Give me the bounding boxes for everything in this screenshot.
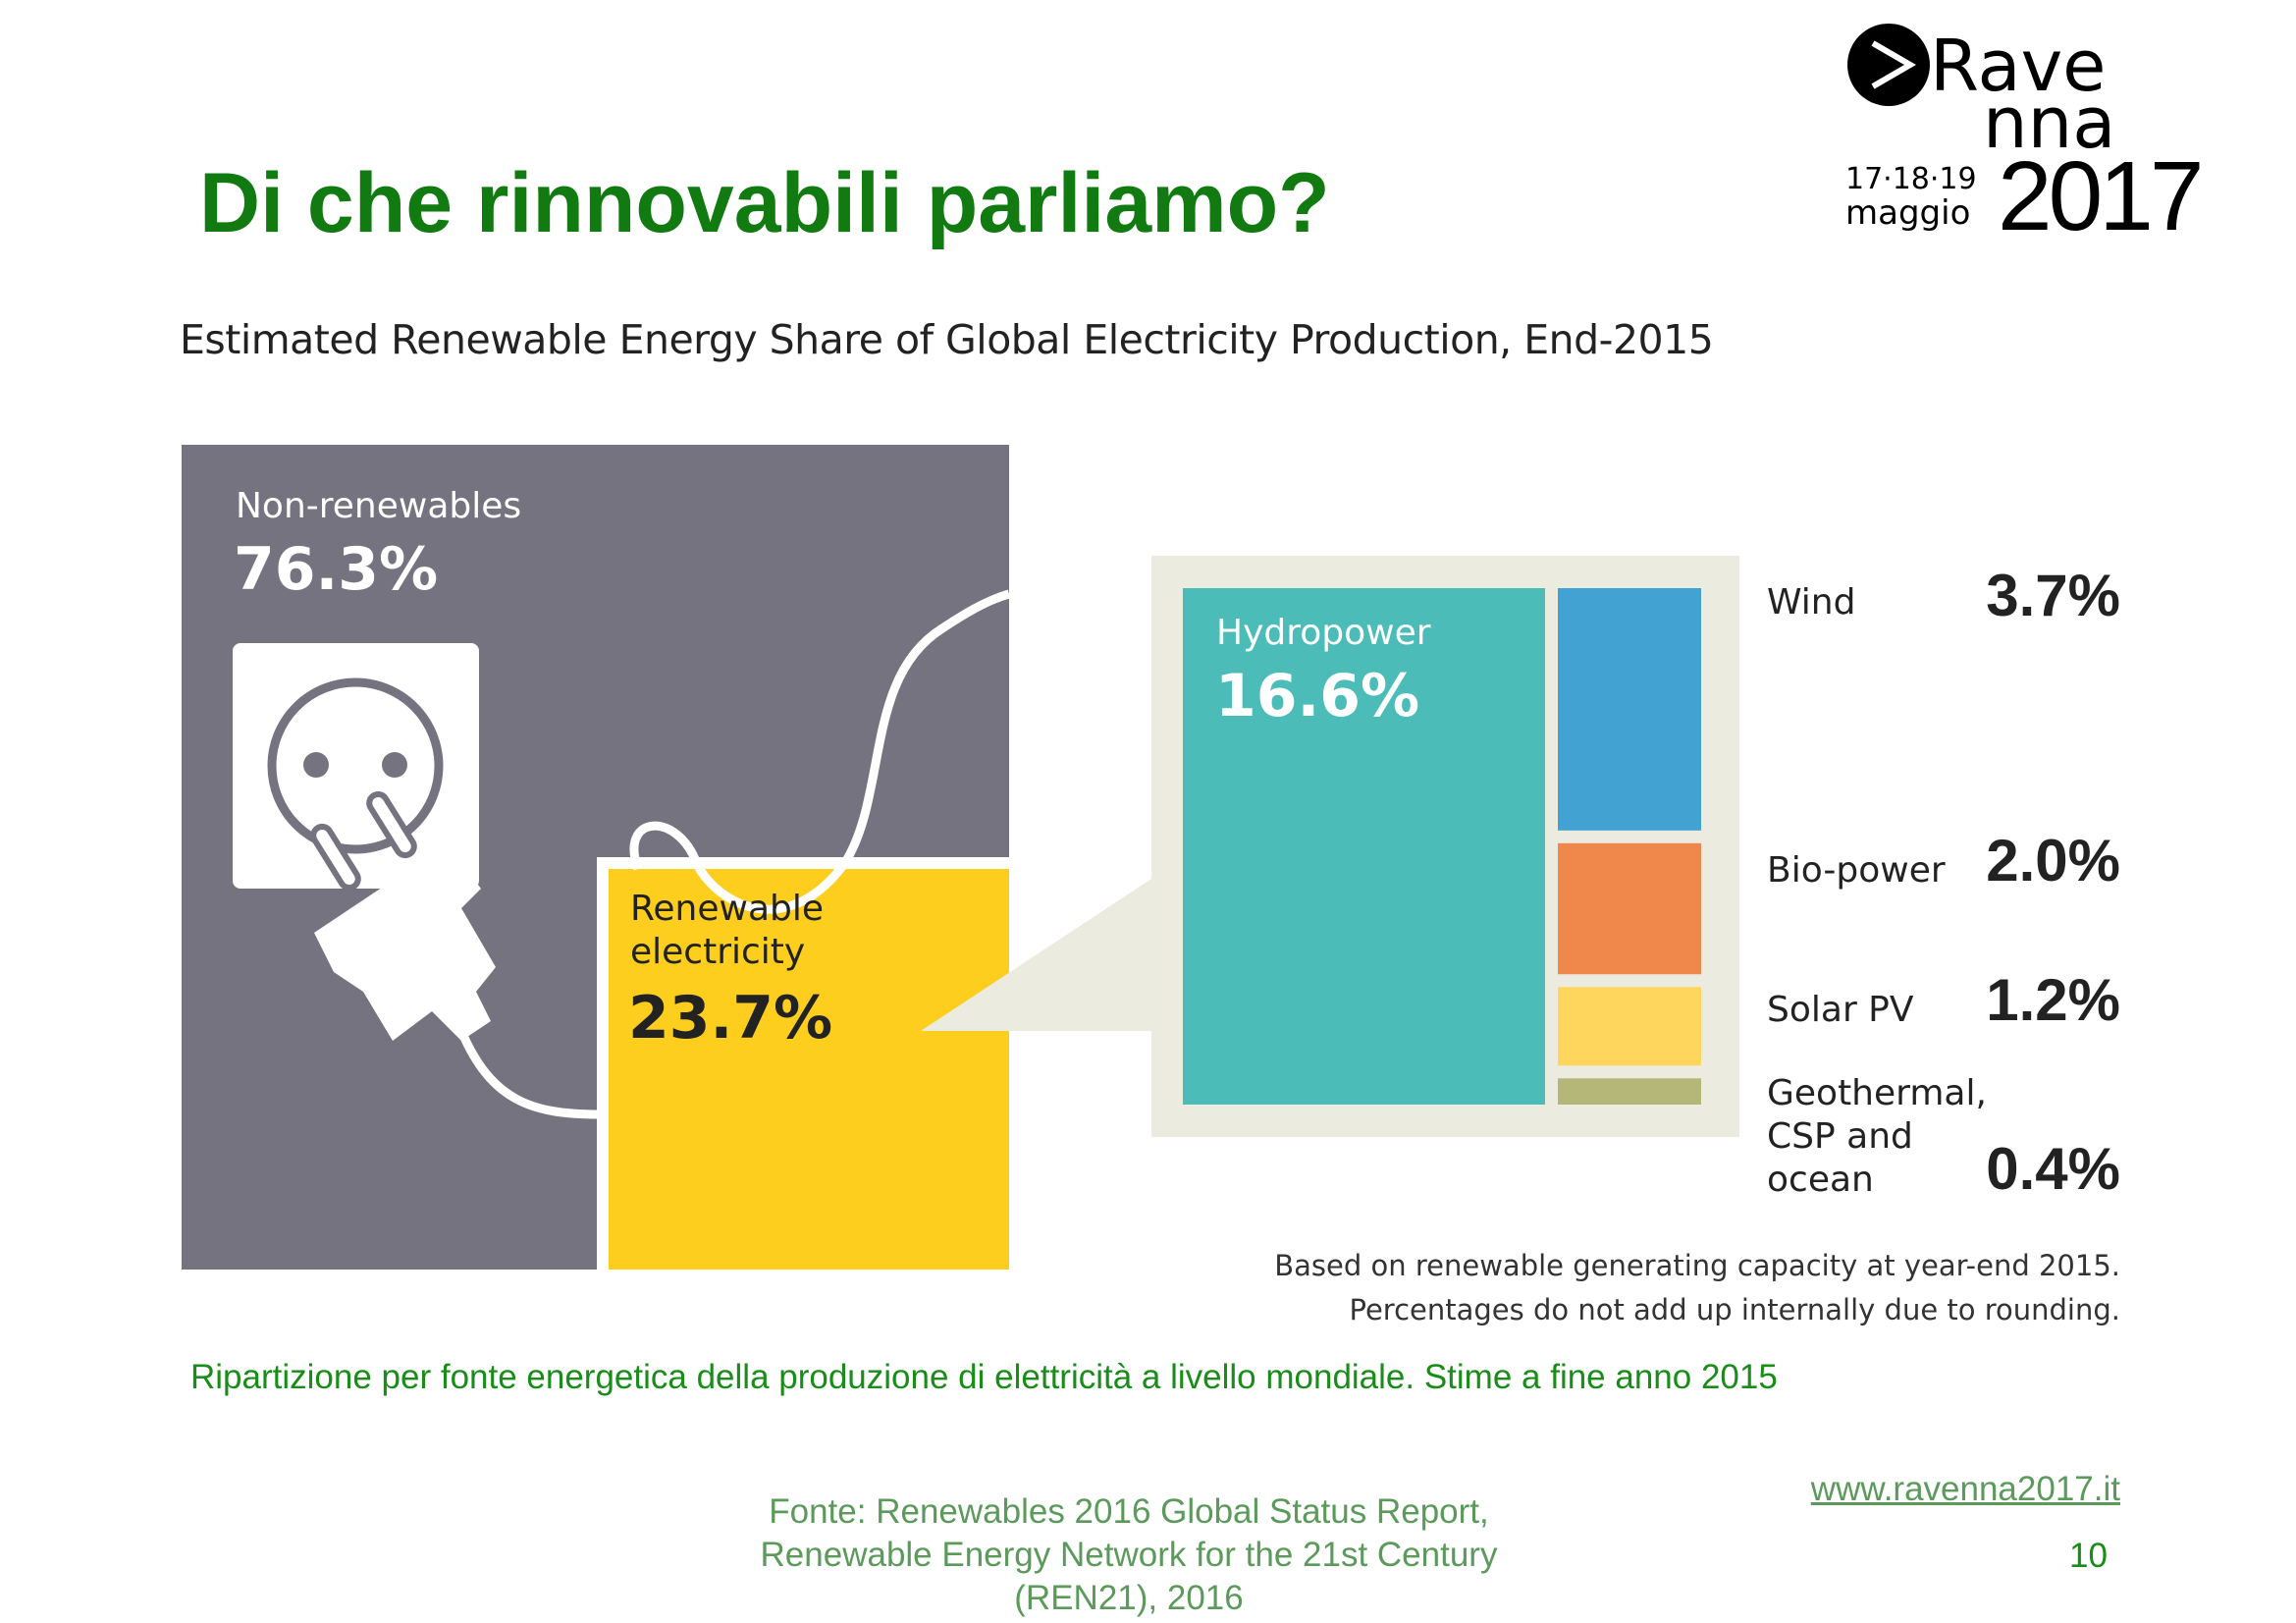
logo-year: 2017 (1998, 141, 2200, 236)
biopower-value: 2.0% (1986, 828, 2120, 893)
logo-circle-icon (1847, 24, 1930, 106)
chart-note-1: Based on renewable generating capacity a… (1274, 1249, 2120, 1282)
source-line-3: (REN21), 2016 (1014, 1579, 1244, 1617)
biopower-label: Bio-power (1767, 850, 1946, 891)
solar-pv-block (1558, 987, 1701, 1066)
renewable-block (609, 869, 1009, 1270)
socket-hole-right (382, 752, 407, 778)
geothermal-csp-and-ocean-block (1558, 1078, 1701, 1105)
wind-block (1558, 588, 1701, 831)
geothermal-label-line3: ocean (1767, 1160, 1874, 1200)
socket-hole-left (303, 752, 329, 778)
ravenna2017-logo: Rave nna 2017 17·18·19 maggio (1845, 24, 2204, 236)
plug-cable (456, 1029, 600, 1119)
hydropower-label: Hydropower (1216, 613, 1431, 653)
logo-month: maggio (1845, 193, 1970, 233)
source-citation: Fonte: Renewables 2016 Global Status Rep… (687, 1490, 1571, 1620)
wind-value: 3.7% (1986, 563, 2120, 628)
website-link[interactable]: www.ravenna2017.it (1810, 1470, 2120, 1508)
renewable-label-line2: electricity (630, 932, 806, 972)
logo-rave: Rave (1930, 25, 2106, 107)
solarpv-value: 1.2% (1986, 967, 2120, 1033)
solarpv-label: Solar PV (1767, 990, 1914, 1030)
logo-arrow-icon (1871, 40, 1916, 89)
geothermal-value: 0.4% (1986, 1136, 2120, 1202)
bio-power-block (1558, 842, 1701, 975)
page-number: 10 (2069, 1537, 2108, 1575)
geothermal-label-line2: CSP and (1767, 1116, 1913, 1157)
hydropower-value: 16.6% (1215, 662, 1420, 730)
callout-pointer (921, 879, 1151, 1031)
logo-nna: nna (1983, 81, 2115, 164)
plug-icon (310, 790, 496, 1041)
geothermal-label-line1: Geothermal, (1767, 1073, 1987, 1113)
wind-label: Wind (1767, 582, 1856, 622)
renewable-value: 23.7% (628, 984, 833, 1053)
slide-caption: Ripartizione per fonte energetica della … (190, 1358, 1778, 1396)
chart-note-2: Percentages do not add up internally due… (1349, 1293, 2120, 1326)
source-line-2: Renewable Energy Network for the 21st Ce… (760, 1536, 1498, 1574)
renewable-label-line1: Renewable (630, 889, 825, 929)
slide-title: Di che rinnovabili parliamo? (199, 156, 1330, 250)
hydropower-block (1183, 588, 1545, 1105)
logo-dates: 17·18·19 (1845, 162, 1977, 196)
source-line-1: Fonte: Renewables 2016 Global Status Rep… (769, 1492, 1489, 1531)
chart-title: Estimated Renewable Energy Share of Glob… (180, 316, 1714, 363)
non-renewables-value: 76.3% (234, 535, 439, 604)
socket-face (267, 677, 444, 854)
cable-loop (629, 589, 1011, 914)
non-renewables-label: Non-renewables (236, 486, 522, 526)
